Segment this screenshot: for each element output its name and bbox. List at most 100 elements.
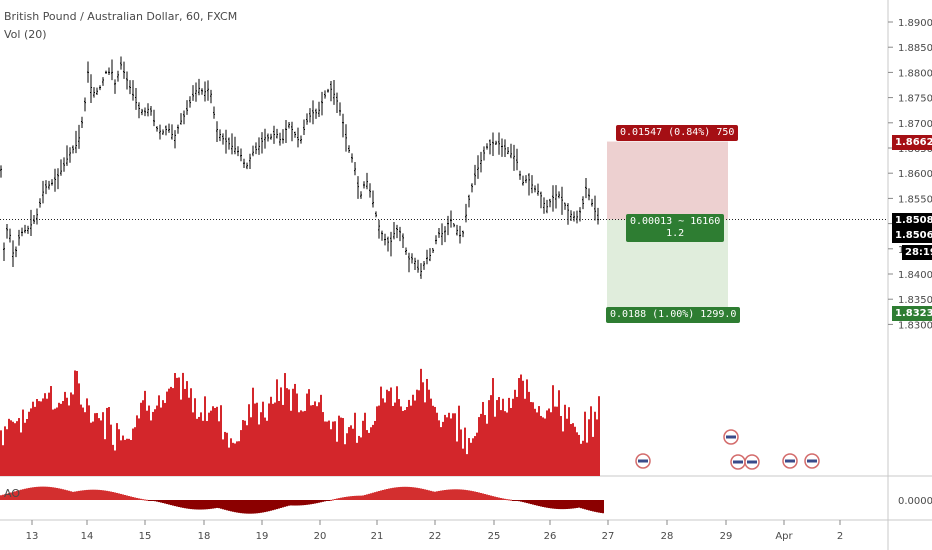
ao-bar xyxy=(328,500,330,501)
volume-bar xyxy=(140,402,142,476)
volume-bar xyxy=(112,444,114,476)
volume-bar xyxy=(274,402,276,476)
volume-bar xyxy=(180,399,182,476)
volume-bar xyxy=(210,410,212,476)
ao-bar xyxy=(554,500,556,509)
volume-bar xyxy=(324,421,326,476)
ao-bar xyxy=(286,500,288,507)
ao-bar xyxy=(506,499,508,501)
volume-bar xyxy=(280,387,282,476)
x-tick-label: 19 xyxy=(256,531,269,542)
volume-bar xyxy=(6,429,8,476)
ao-bar xyxy=(150,500,152,501)
volume-bar xyxy=(360,437,362,476)
volume-bar xyxy=(458,405,460,476)
ao-bar xyxy=(276,500,278,510)
ao-bar xyxy=(450,489,452,500)
ao-bar xyxy=(532,500,534,505)
ao-bar xyxy=(572,500,574,509)
risk-reward-label[interactable]: 0.00013 ~ 16160 1.2 xyxy=(626,213,725,242)
volume-bar xyxy=(416,389,418,476)
ao-bar xyxy=(486,494,488,500)
volume-bar xyxy=(466,454,468,476)
ao-bar xyxy=(392,487,394,500)
ao-bar xyxy=(30,487,32,500)
ao-bar xyxy=(262,500,264,513)
volume-bar xyxy=(122,435,124,476)
volume-bar xyxy=(44,393,46,476)
ao-bar xyxy=(208,500,210,510)
ao-bar xyxy=(380,490,382,500)
volume-bar xyxy=(558,390,560,476)
ao-bar xyxy=(524,500,526,503)
ao-bar xyxy=(458,489,460,500)
volume-bar xyxy=(554,406,556,476)
ao-bar xyxy=(494,496,496,500)
volume-bar xyxy=(374,420,376,476)
volume-bar xyxy=(456,441,458,476)
y-tick-label: 1.87000 xyxy=(898,119,932,130)
ao-bar xyxy=(50,487,52,500)
volume-bar xyxy=(398,399,400,476)
volume-bar xyxy=(506,412,508,476)
volume-bar xyxy=(20,432,22,476)
volume-bar xyxy=(406,406,408,476)
x-tick-label: 20 xyxy=(314,531,327,542)
volume-bar xyxy=(340,417,342,476)
ao-bar xyxy=(130,496,132,500)
ao-bar xyxy=(348,496,350,500)
volume-bar xyxy=(334,421,336,476)
x-tick-label: 18 xyxy=(198,531,211,542)
y-tick-label: 1.86000 xyxy=(898,169,932,180)
volume-bar xyxy=(586,442,588,476)
volume-bar xyxy=(314,401,316,476)
ao-bar xyxy=(54,487,56,500)
volume-bar xyxy=(254,403,256,476)
volume-bar xyxy=(62,400,64,476)
ao-bar xyxy=(386,488,388,500)
ao-bar xyxy=(284,500,286,507)
target-label[interactable]: 0.01547 (0.84%) 750 xyxy=(616,124,739,141)
ao-bar xyxy=(420,488,422,500)
ao-bar xyxy=(482,493,484,500)
bar-countdown-tag: 28:19 xyxy=(902,244,932,260)
volume-bar xyxy=(136,415,138,476)
ao-bar xyxy=(116,492,118,500)
ao-bar xyxy=(320,500,322,503)
volume-bar xyxy=(224,431,226,476)
volume-bar xyxy=(184,388,186,476)
ao-bar xyxy=(46,486,48,500)
volume-bar xyxy=(598,396,600,476)
volume-bar xyxy=(114,450,116,476)
ao-bar xyxy=(42,486,44,500)
x-tick-label: 15 xyxy=(139,531,152,542)
volume-bar xyxy=(104,439,106,476)
volume-bar xyxy=(156,405,158,476)
volume-bar xyxy=(240,430,242,476)
volume-bar xyxy=(38,401,40,476)
volume-bar xyxy=(476,432,478,476)
ao-bar xyxy=(36,486,38,500)
ao-bar xyxy=(340,497,342,500)
ao-bar xyxy=(416,487,418,500)
ao-bar xyxy=(354,495,356,500)
stop-label[interactable]: 0.0188 (1.00%) 1299.0 xyxy=(606,306,741,323)
volume-bar xyxy=(492,378,494,476)
volume-bar xyxy=(276,379,278,476)
volume-bar xyxy=(380,386,382,476)
volume-bar xyxy=(394,402,396,476)
x-tick-label: 21 xyxy=(371,531,384,542)
ao-bar xyxy=(32,487,34,500)
volume-bar xyxy=(188,397,190,476)
volume-indicator-label: Vol (20) xyxy=(4,28,47,41)
volume-bar xyxy=(432,405,434,476)
volume-bar xyxy=(442,421,444,476)
ao-bar xyxy=(222,500,224,510)
ao-bar xyxy=(290,500,292,506)
volume-bar xyxy=(510,407,512,476)
ao-bar xyxy=(382,489,384,500)
volume-bar xyxy=(8,418,10,476)
ao-bar xyxy=(100,490,102,500)
ao-bar xyxy=(518,500,520,502)
